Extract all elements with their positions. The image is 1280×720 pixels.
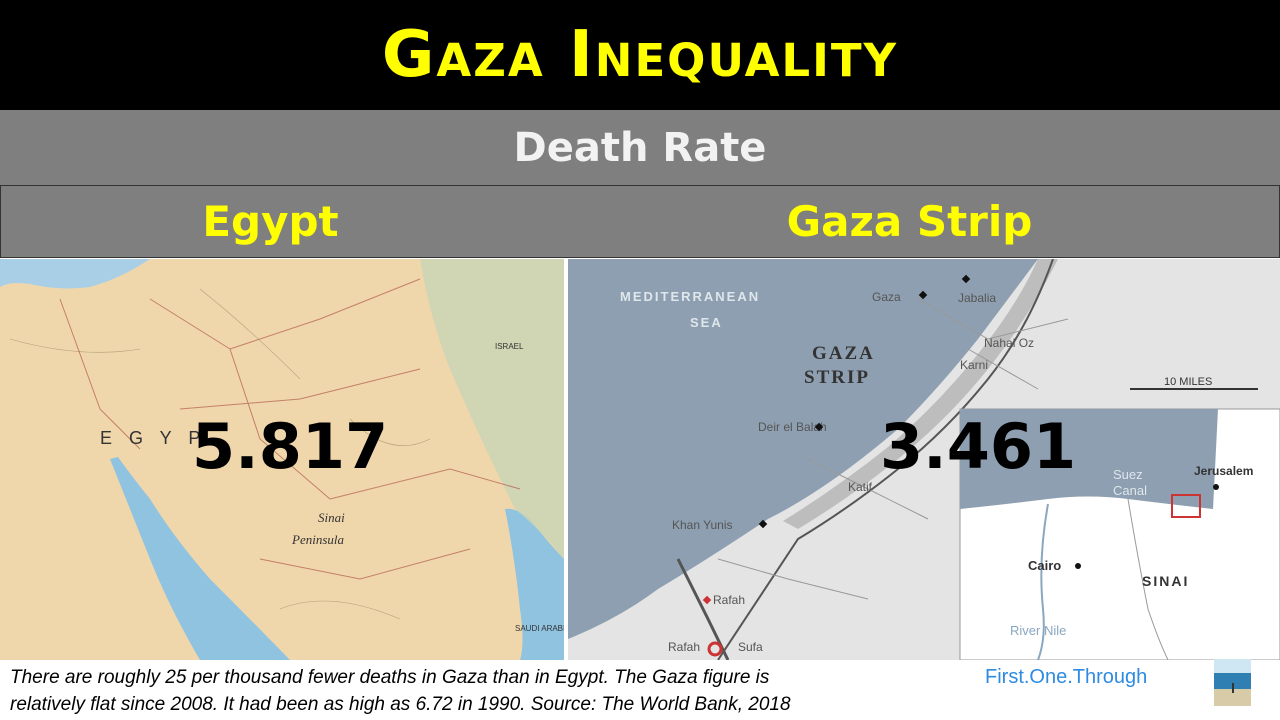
- inset-river: River Nile: [1010, 623, 1066, 638]
- gaza-map-graphic: 10 MILES MEDITERRANEAN SEA GAZA STRIP Ga…: [568, 259, 1280, 660]
- brand-link[interactable]: First.One.Through: [985, 666, 1148, 688]
- place-nahal-oz: Nahal Oz: [984, 336, 1034, 350]
- slide-title: Gaza Inequality: [381, 18, 899, 92]
- egypt-death-rate-value: 5.817: [192, 410, 389, 483]
- egypt-map-graphic: E G Y P Sinai Peninsula ISRAEL SAUDI ARA…: [0, 259, 564, 660]
- place-khan-yunis: Khan Yunis: [672, 518, 733, 532]
- sinai-label: Sinai: [318, 510, 345, 525]
- place-deir-el-balah: Deir el Balah: [758, 420, 827, 434]
- place-katif: Katif: [848, 480, 873, 494]
- place-sufa: Sufa: [738, 640, 763, 654]
- source-note-line-1: There are roughly 25 per thousand fewer …: [10, 667, 770, 688]
- peninsula-label: Peninsula: [291, 532, 344, 547]
- israel-label: ISRAEL: [495, 342, 524, 351]
- place-gaza: Gaza: [872, 290, 901, 304]
- gaza-death-rate-value: 3.461: [880, 410, 1077, 483]
- place-rafah-2: Rafah: [668, 640, 700, 654]
- column-header-egypt: Egypt: [0, 185, 540, 258]
- sea-label-1: MEDITERRANEAN: [620, 289, 760, 304]
- place-karni: Karni: [960, 358, 988, 372]
- inset-jerusalem: Jerusalem: [1194, 464, 1253, 478]
- gaza-map-image: 10 MILES MEDITERRANEAN SEA GAZA STRIP Ga…: [568, 259, 1280, 660]
- column-label-egypt: Egypt: [202, 197, 339, 246]
- inset-cairo: Cairo: [1028, 558, 1061, 573]
- source-note: There are roughly 25 per thousand fewer …: [10, 664, 950, 718]
- slide-subtitle: Death Rate: [513, 124, 767, 171]
- sea-label-2: SEA: [690, 315, 723, 330]
- place-rafah-1: Rafah: [713, 593, 745, 607]
- inset-suez-1: Suez: [1113, 467, 1143, 482]
- title-bar: Gaza Inequality: [0, 0, 1280, 110]
- saudi-label: SAUDI ARABIA: [515, 624, 564, 633]
- source-note-line-2: relatively flat since 2008. It had been …: [10, 694, 791, 715]
- egypt-country-label: E G Y P: [100, 428, 206, 448]
- inset-suez-2: Canal: [1113, 483, 1147, 498]
- beach-thumbnail-image: [1214, 659, 1251, 706]
- column-label-gaza: Gaza Strip: [786, 197, 1033, 246]
- scale-label: 10 MILES: [1164, 376, 1212, 388]
- subtitle-bar: Death Rate: [0, 110, 1280, 185]
- strip-label-1: GAZA: [812, 343, 875, 364]
- egypt-map-image: E G Y P Sinai Peninsula ISRAEL SAUDI ARA…: [0, 259, 564, 660]
- inset-sinai: SINAI: [1142, 573, 1189, 589]
- column-header-gaza: Gaza Strip: [540, 185, 1280, 258]
- strip-label-2: STRIP: [804, 367, 870, 388]
- footer: [0, 660, 1280, 720]
- place-jabalia: Jabalia: [958, 291, 996, 305]
